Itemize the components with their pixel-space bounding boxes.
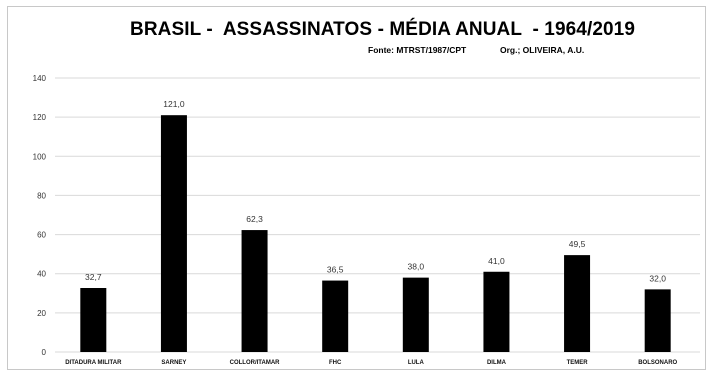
- y-axis: 0 20 40 60 80 100 120 140: [33, 74, 47, 357]
- x-tick-label: SARNEY: [161, 360, 186, 366]
- y-tick-label: 20: [37, 309, 46, 318]
- bars: [80, 115, 671, 352]
- y-tick-label: 80: [37, 191, 46, 200]
- y-tick-label: 120: [33, 113, 47, 122]
- data-label: 41,0: [488, 256, 505, 266]
- bar: [160, 115, 187, 352]
- bar: [80, 288, 107, 352]
- y-tick-label: 100: [33, 152, 47, 161]
- data-label: 32,0: [649, 273, 666, 283]
- grid: [55, 77, 700, 353]
- x-tick-label: DILMA: [487, 360, 507, 366]
- bar: [241, 230, 268, 352]
- data-label: 32,7: [85, 272, 102, 282]
- bar: [322, 280, 349, 352]
- bar: [402, 277, 429, 352]
- data-label: 62,3: [246, 214, 263, 224]
- x-tick-label: COLLOR/ITAMAR: [230, 360, 281, 366]
- data-labels: 32,7 121,0 62,3 36,5 38,0 41,0 49,5 32,0: [85, 99, 666, 283]
- chart-title: BRASIL - ASSASSINATOS - MÉDIA ANUAL - 19…: [130, 19, 635, 40]
- x-axis: DITADURA MILITAR SARNEY COLLOR/ITAMAR FHC LU…: [65, 360, 677, 366]
- bar: [564, 255, 591, 352]
- bar: [483, 271, 510, 352]
- y-tick-label: 40: [37, 270, 46, 279]
- data-label: 49,5: [569, 239, 586, 249]
- y-tick-label: 140: [33, 74, 47, 83]
- x-tick-label: BOLSONARO: [638, 360, 677, 366]
- x-tick-label: FHC: [329, 360, 342, 366]
- data-label: 121,0: [163, 99, 185, 109]
- data-label: 38,0: [408, 262, 425, 272]
- x-tick-label: DITADURA MILITAR: [65, 360, 122, 366]
- bar: [644, 289, 671, 352]
- chart-organizer: Org.; OLIVEIRA, A.U.: [500, 45, 585, 55]
- y-tick-label: 60: [37, 231, 46, 240]
- x-tick-label: LULA: [408, 360, 425, 366]
- chart-source: Fonte: MTRST/1987/CPT: [368, 45, 467, 55]
- y-tick-label: 0: [42, 348, 47, 357]
- data-label: 36,5: [327, 265, 344, 275]
- x-tick-label: TEMER: [567, 360, 589, 366]
